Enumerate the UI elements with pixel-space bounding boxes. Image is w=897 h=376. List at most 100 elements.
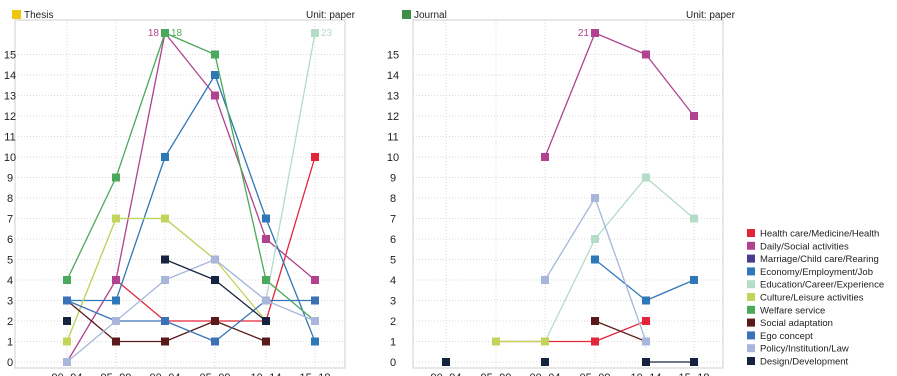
data-point (541, 358, 549, 366)
series-line-segment (164, 32, 216, 96)
plot-frame (412, 19, 724, 369)
y-tick-label: 3 (7, 296, 13, 308)
legend-swatch (747, 318, 755, 327)
series-line-segment (66, 218, 117, 342)
legend-label: Culture/Leisure activities (760, 293, 864, 304)
legend-item-economy-employment-job: Economy/Employment/Job (747, 267, 873, 278)
series-line-segment (164, 320, 216, 343)
series-line-segment (164, 74, 216, 158)
y-tick-label: 11 (4, 132, 15, 144)
series-line-segment (594, 197, 647, 342)
series-welfare-service (63, 29, 319, 325)
series-line-segment (594, 32, 647, 56)
series-line-segment (214, 258, 267, 302)
y-tick-label: 4 (7, 275, 13, 287)
legend-label: Social adaptation (760, 318, 833, 329)
title-swatch (12, 10, 21, 19)
series-line-segment (214, 74, 267, 219)
y-tick-label: 1 (7, 337, 13, 349)
data-point (262, 317, 270, 325)
series-line-segment (66, 320, 117, 363)
legend-swatch (747, 254, 755, 263)
y-tick-label: 0 (390, 357, 396, 369)
y-tick-label: 10 (387, 152, 399, 164)
title-swatch (402, 10, 411, 19)
legend-swatch (747, 357, 755, 365)
series-line-segment (645, 279, 695, 302)
series-line-segment (594, 320, 647, 343)
legend-item-design-development: Design/Development (747, 357, 849, 368)
series-daily-social-activities (541, 29, 698, 161)
x-tick-label: 10~14 (631, 372, 662, 376)
data-point (262, 214, 270, 223)
y-tick-label: 0 (7, 357, 13, 369)
data-point (262, 235, 270, 243)
legend-label: Health care/Medicine/Health (760, 229, 879, 240)
y-tick-label: 9 (390, 173, 396, 185)
y-tick-label: 12 (4, 111, 16, 123)
data-label: 21 (578, 28, 590, 39)
data-point (161, 153, 169, 161)
data-point (492, 337, 500, 346)
legend-item-health-care-medicine-health: Health care/Medicine/Health (747, 229, 879, 240)
legend-item-social-adaptation: Social adaptation (747, 318, 833, 329)
data-point (112, 276, 120, 284)
series-line-segment (66, 300, 117, 342)
y-tick-label: 3 (390, 296, 396, 308)
legend-swatch (747, 280, 755, 289)
data-point (541, 153, 549, 161)
data-point (262, 276, 270, 284)
data-point (161, 255, 169, 264)
series-culture-leisure-activities (492, 337, 549, 346)
data-point (642, 317, 650, 325)
series-education-career-experience (541, 173, 698, 346)
data-point (63, 358, 71, 366)
legend-swatch (747, 344, 755, 353)
data-point (642, 50, 650, 59)
y-tick-label: 5 (390, 255, 396, 267)
y-tick-label: 13 (4, 91, 16, 103)
unit-label: Unit: paper (306, 10, 356, 21)
data-point (311, 317, 319, 325)
y-tick-label: 9 (7, 173, 13, 185)
y-tick-label: 8 (7, 193, 13, 205)
y-tick-label: 4 (390, 275, 396, 287)
series-line-segment (645, 177, 695, 219)
y-tick-label: 2 (390, 316, 396, 328)
data-point (112, 296, 120, 305)
series-line-segment (594, 258, 647, 302)
data-point (161, 337, 169, 346)
data-point (211, 50, 219, 59)
data-point (311, 337, 319, 346)
series-line-segment (115, 32, 166, 178)
data-point (262, 296, 270, 305)
legend-swatch (747, 267, 755, 276)
y-tick-label: 15 (387, 50, 399, 62)
series-economy-employment-job (63, 71, 319, 346)
legend-item-education-career-experience: Education/Career/Experience (747, 280, 884, 291)
legend-item-policy-institution-law: Policy/Institution/Law (747, 344, 849, 355)
data-point (211, 337, 219, 346)
data-point (211, 71, 219, 79)
series-line-segment (214, 54, 267, 281)
data-point (591, 29, 599, 37)
series-line-segment (66, 177, 117, 281)
series-policy-institution-law (63, 255, 319, 366)
legend-label: Policy/Institution/Law (760, 344, 849, 355)
series-line-segment (66, 299, 117, 322)
x-tick-label: 95~99 (481, 372, 512, 376)
series-design-development (63, 255, 270, 325)
chart-title: Thesis (24, 10, 53, 21)
series-line-segment (265, 218, 316, 342)
x-tick-label: 00~04 (530, 372, 561, 376)
y-tick-label: 7 (7, 214, 13, 226)
data-label: 18 (148, 28, 160, 39)
legend-label: Education/Career/Experience (760, 280, 884, 291)
legend-swatch (747, 241, 755, 250)
chart-panel-thesis: 012345678910111213141590~9495~9900~0405~… (4, 10, 356, 376)
series-line-segment (214, 299, 267, 343)
chart-title: Journal (414, 10, 447, 21)
y-tick-label: 6 (390, 234, 396, 246)
data-point (112, 317, 120, 325)
data-point (112, 173, 120, 182)
